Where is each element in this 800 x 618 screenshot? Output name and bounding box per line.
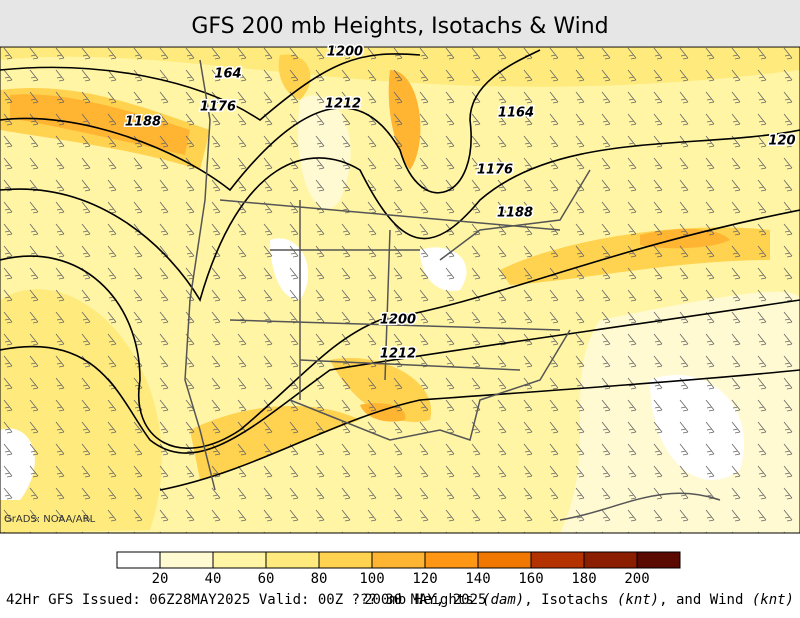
colorbar-label: 180 (571, 571, 596, 587)
map (0, 47, 800, 533)
footer-right-part: (knt) (752, 592, 794, 608)
colorbar-swatch (318, 551, 373, 569)
contour-label: 1176 (477, 163, 513, 178)
colorbar-label: 60 (258, 571, 275, 587)
colorbar-swatch (424, 551, 479, 569)
colorbar-swatch (477, 551, 532, 569)
contour-label: 164 (214, 67, 241, 82)
colorbar-swatch (265, 551, 320, 569)
map-frame (0, 46, 800, 534)
footer-right-part: , and Wind (659, 592, 752, 608)
footer-right-part: (knt) (617, 592, 659, 608)
colorbar-swatch (530, 551, 585, 569)
contour-label: 1200 (327, 45, 363, 60)
colorbar: 20 40 60 80 100 120 140 160 180 200 (116, 551, 681, 587)
footer-right-part: 200mb Heights (364, 592, 482, 608)
footer-left: 42Hr GFS Issued: 06Z28MAY2025 Valid: 00Z… (6, 592, 486, 608)
contour-label: 1212 (380, 347, 416, 362)
colorbar-swatch (583, 551, 638, 569)
title: GFS 200 mb Heights, Isotachs & Wind (191, 14, 608, 39)
contour-label: 1212 (325, 97, 361, 112)
colorbar-label: 100 (359, 571, 384, 587)
colorbar-label: 140 (465, 571, 490, 587)
contour-label: 120 (768, 134, 795, 149)
contour-label: 1164 (498, 106, 534, 121)
contour-label: 1188 (497, 206, 533, 221)
colorbar-swatch (159, 551, 214, 569)
colorbar-swatch (636, 551, 681, 569)
colorbar-label: 200 (624, 571, 649, 587)
contour-label: 1188 (125, 115, 161, 130)
colorbar-label: 120 (412, 571, 437, 587)
footer-right: 200mb Heights (dam), Isotachs (knt), and… (364, 592, 794, 608)
colorbar-swatch (116, 551, 161, 569)
footer-right-part: , Isotachs (524, 592, 617, 608)
colorbar-label: 160 (518, 571, 543, 587)
title-bar (0, 0, 800, 46)
colorbar-swatch (212, 551, 267, 569)
footer-right-part: (dam) (482, 592, 524, 608)
colorbar-label: 40 (205, 571, 222, 587)
colorbar-label: 80 (311, 571, 328, 587)
colorbar-label: 20 (152, 571, 169, 587)
credit: GrADS: NOAA/ARL (4, 514, 96, 525)
contour-label: 1200 (380, 313, 416, 328)
colorbar-swatch (371, 551, 426, 569)
contour-label: 1176 (200, 100, 236, 115)
